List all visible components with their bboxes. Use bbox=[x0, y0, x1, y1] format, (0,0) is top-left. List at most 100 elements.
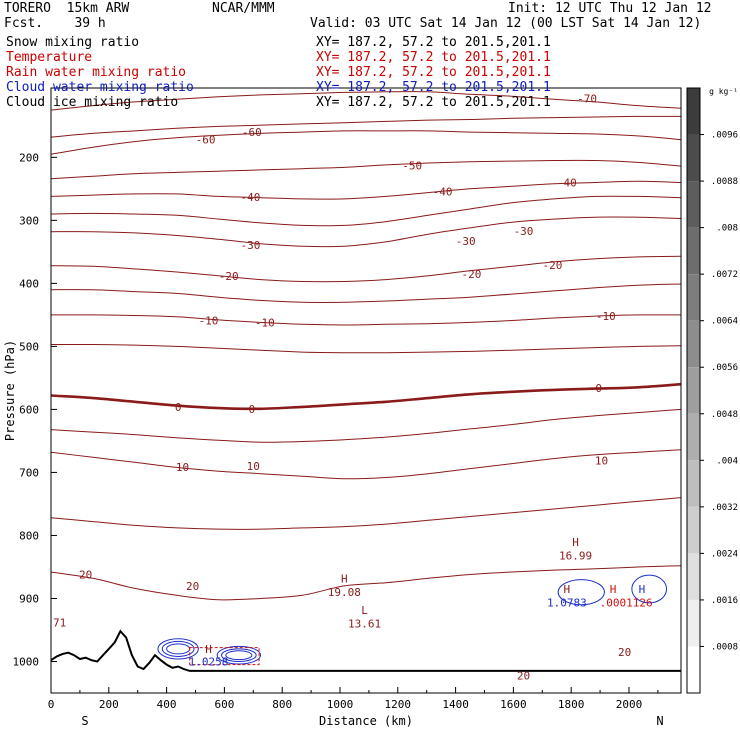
isotherm-label: -30 bbox=[456, 235, 476, 248]
isotherm-line bbox=[50, 382, 682, 411]
colorbar-segment bbox=[687, 274, 700, 321]
x-tick-label: 200 bbox=[99, 698, 119, 711]
isotherm-line bbox=[50, 497, 682, 530]
isotherm-label: -40 bbox=[557, 177, 577, 190]
field-name: Rain water mixing ratio bbox=[6, 65, 187, 80]
y-tick-label: 800 bbox=[19, 529, 39, 542]
isotherm-label: -20 bbox=[219, 270, 239, 283]
y-tick-label: 700 bbox=[19, 466, 39, 479]
x-tick-label: 1800 bbox=[558, 698, 585, 711]
isotherm-label: 20 bbox=[618, 646, 631, 659]
x-tick-label: 2000 bbox=[616, 698, 643, 711]
extremum-marker: H bbox=[564, 583, 571, 596]
colorbar-tick-label: .0096 bbox=[711, 131, 738, 141]
colorbar-segment bbox=[687, 134, 700, 182]
isotherm-label: -60 bbox=[242, 126, 262, 139]
isotherm-label: -10 bbox=[596, 310, 616, 323]
isotherm-label: -70 bbox=[577, 93, 597, 106]
model-title: TORERO 15km ARW bbox=[4, 1, 130, 16]
colorbar-tick-label: .0048 bbox=[711, 410, 738, 420]
x-tick-label: 1200 bbox=[385, 698, 412, 711]
extremum-marker: 13.61 bbox=[348, 618, 381, 631]
colorbar-tick-label: .0088 bbox=[711, 177, 738, 187]
isotherm-label: -60 bbox=[196, 134, 216, 147]
colorbar-tick-label: .0024 bbox=[711, 549, 738, 559]
y-tick-label: 500 bbox=[19, 340, 39, 353]
x-tick-label: 1000 bbox=[327, 698, 354, 711]
x-tick-label: 1400 bbox=[442, 698, 469, 711]
cloud-water-contour bbox=[631, 574, 668, 604]
cloud-water-contour bbox=[166, 643, 191, 655]
colorbar-segment bbox=[687, 599, 700, 647]
x-axis-title: Distance (km) bbox=[319, 714, 413, 728]
cloud-water-contour bbox=[161, 640, 195, 657]
field-name: Cloud ice mixing ratio bbox=[6, 95, 179, 110]
extremum-marker: H bbox=[341, 572, 348, 585]
colorbar-tick-label: .0064 bbox=[711, 317, 738, 327]
isotherm-label: 20 bbox=[517, 669, 530, 682]
extremum-marker: 19.08 bbox=[328, 586, 361, 599]
isotherm-label: -10 bbox=[255, 316, 275, 329]
terrain-profile bbox=[50, 629, 681, 672]
isotherm-line bbox=[50, 283, 682, 303]
colorbar-tick-label: .0072 bbox=[711, 270, 738, 280]
colorbar-segment bbox=[687, 460, 700, 507]
extremum-marker: 1.0783 bbox=[547, 596, 587, 609]
axes: 0 200 400 600 800 1000 1200 1400 1600 1800 2000200… bbox=[3, 87, 682, 728]
y-tick-label: 300 bbox=[19, 214, 39, 227]
isotherm-line bbox=[50, 314, 682, 326]
isotherm-label: -50 bbox=[402, 160, 422, 173]
colorbar-segment bbox=[687, 181, 700, 228]
isotherm-line bbox=[50, 91, 682, 111]
isotherm-line bbox=[50, 115, 682, 138]
isotherm-label: 0 bbox=[175, 401, 182, 414]
y-tick-label: 900 bbox=[19, 592, 39, 605]
extremum-marker: H bbox=[639, 583, 646, 596]
extremum-marker: H bbox=[205, 643, 212, 656]
colorbar-segment bbox=[687, 320, 700, 368]
isotherm-line bbox=[50, 343, 682, 354]
isotherm-label: 0 bbox=[595, 382, 602, 395]
colorbar-segment bbox=[687, 88, 700, 135]
isotherm-line bbox=[50, 180, 682, 200]
colorbar-tick-label: .004 bbox=[716, 456, 738, 466]
colorbar-unit: g kg⁻¹ bbox=[709, 87, 738, 96]
rain-water-contour bbox=[189, 647, 260, 666]
y-tick-label: 600 bbox=[19, 403, 39, 416]
isotherm-label: 10 bbox=[595, 454, 608, 467]
temperature-contours bbox=[50, 91, 682, 601]
cloud-water-contour bbox=[221, 648, 257, 662]
y-tick-label: 400 bbox=[19, 277, 39, 290]
y-tick-label: 1000 bbox=[13, 655, 40, 668]
colorbar-segment bbox=[687, 506, 700, 554]
isotherm-label: -30 bbox=[514, 225, 534, 238]
isotherm-label: 10 bbox=[247, 460, 260, 473]
isotherm-label: -40 bbox=[240, 191, 260, 204]
field-xy-range: XY= 187.2, 57.2 to 201.5,201.1 bbox=[316, 80, 551, 95]
y-tick-label: 200 bbox=[19, 151, 39, 164]
isotherm-line bbox=[50, 408, 682, 443]
extremum-marker: H bbox=[572, 536, 579, 549]
isotherm-line bbox=[50, 255, 682, 283]
isotherm-label: 0 bbox=[249, 403, 256, 416]
x-tick-label: 800 bbox=[272, 698, 292, 711]
colorbar-tick-label: .0016 bbox=[711, 596, 738, 606]
isotherm-label: 71 bbox=[53, 616, 66, 629]
end-label-north: N bbox=[656, 714, 663, 728]
y-axis-title: Pressure (hPa) bbox=[3, 340, 17, 441]
field-name: Cloud water mixing ratio bbox=[6, 80, 194, 95]
field-xy-range: XY= 187.2, 57.2 to 201.5,201.1 bbox=[316, 65, 551, 80]
isotherm-label: -40 bbox=[433, 185, 453, 198]
colorbar-segment bbox=[687, 367, 700, 414]
contour-labels: -70 -60 -60 -50 -40 -40 -40 -30 -30 -30 -20 -20 -20 -… bbox=[53, 93, 653, 683]
field-xy-range: XY= 187.2, 57.2 to 201.5,201.1 bbox=[316, 95, 551, 110]
field-name: Snow mixing ratio bbox=[6, 35, 140, 50]
isotherm-line bbox=[50, 449, 682, 480]
x-tick-label: 600 bbox=[214, 698, 234, 711]
cloud-water-contour bbox=[157, 638, 199, 660]
cloud-water-contour bbox=[225, 650, 253, 661]
cloud-water-contours bbox=[157, 574, 668, 666]
isotherm-line bbox=[50, 216, 682, 248]
isotherm-line bbox=[50, 565, 682, 601]
